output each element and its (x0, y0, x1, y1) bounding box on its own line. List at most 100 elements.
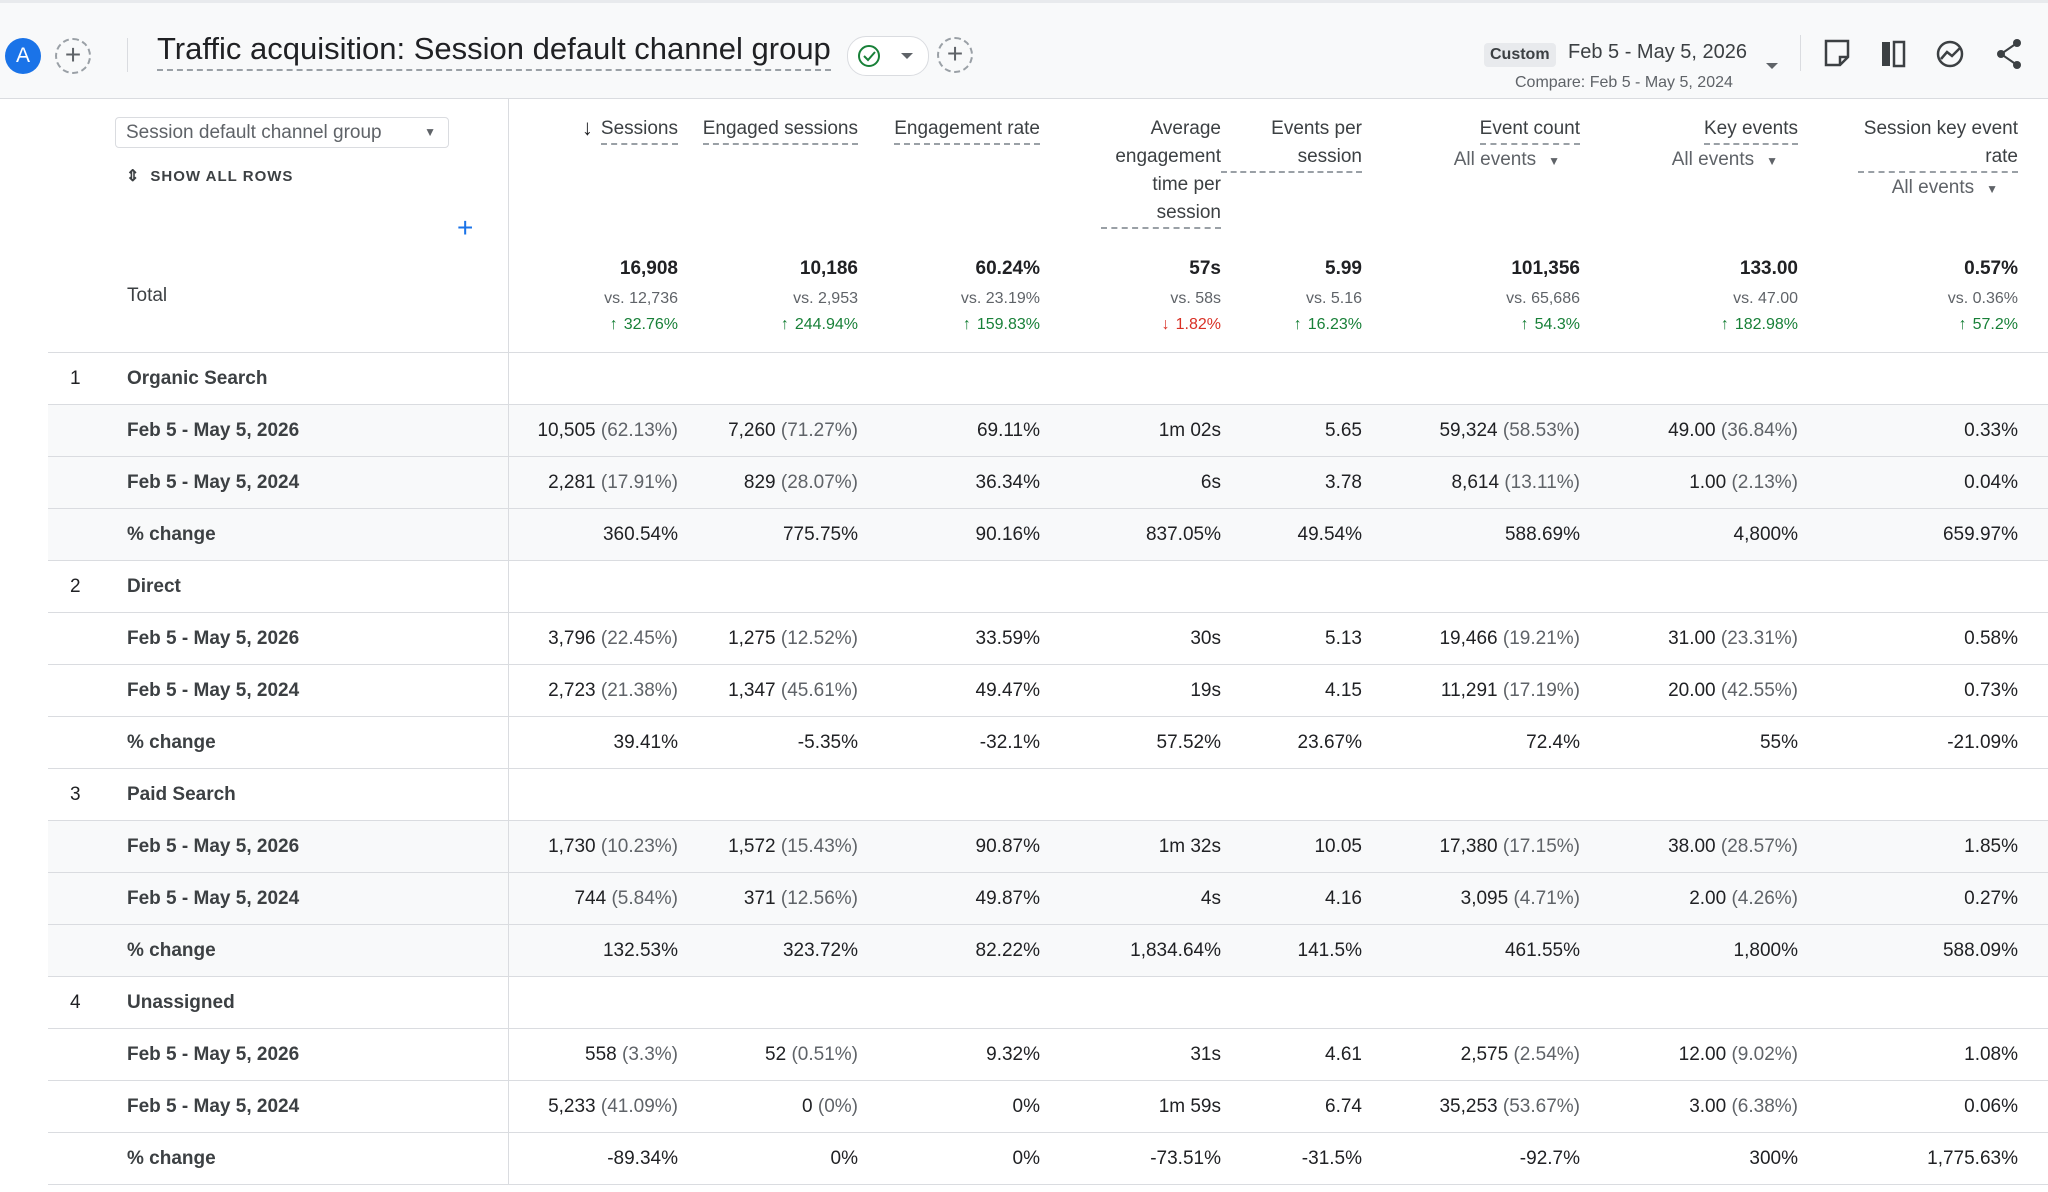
metric-cell: 90.87% (858, 820, 1040, 873)
column-header[interactable]: Key events All events ▼ (1580, 99, 1798, 239)
metric-value: 8,614 (1451, 471, 1500, 493)
spacer (2018, 664, 2048, 717)
metric-cell: 558 (3.3%) (508, 1028, 678, 1081)
metric-cell: 0.27% (1798, 872, 2018, 925)
metric-value: 829 (743, 471, 776, 493)
column-header[interactable]: Engaged sessions (678, 99, 858, 239)
metric-cell: 2,723 (21.38%) (508, 664, 678, 717)
dimension-selector[interactable]: Session default channel group ▼ (115, 117, 449, 148)
add-dimension[interactable]: + (457, 212, 474, 243)
total-compare: vs. 23.19% (960, 289, 1040, 307)
report-status[interactable] (847, 36, 929, 76)
metric-cell: 659.97% (1798, 508, 2018, 561)
header-wrap: ↓ Sessions (518, 115, 678, 145)
index-cell (48, 924, 127, 977)
metric-value: 0.06% (1964, 1095, 2018, 1117)
total-value: 60.24% (975, 257, 1040, 279)
column-header[interactable]: Events per session (1221, 99, 1362, 239)
channel-name: Unassigned (127, 976, 509, 1029)
metric-cell: 1.08% (1798, 1028, 2018, 1081)
index-cell (48, 1028, 127, 1081)
metric-cell: -92.7% (1362, 1132, 1580, 1185)
total-value: 5.99 (1325, 257, 1362, 279)
column-header[interactable]: Engagement rate (858, 99, 1040, 239)
change-arrow: ↑ (962, 315, 971, 333)
metric-cell: 31.00 (23.31%) (1580, 612, 1798, 665)
column-filter[interactable]: All events ▼ (1580, 149, 1798, 171)
group-fill (508, 352, 2048, 405)
metric-value: 49.00 (1668, 419, 1716, 441)
metric-share: (4.71%) (1513, 887, 1580, 909)
data-row: Feb 5 - May 5, 2024 2,723 (21.38%) 1,347 (… (48, 664, 2048, 717)
metric-value: 1,275 (728, 627, 776, 649)
index-cell (48, 872, 127, 925)
metric-cell: 36.34% (858, 456, 1040, 509)
metric-value: 558 (585, 1043, 617, 1065)
metric-cell: 9.32% (858, 1028, 1040, 1081)
metric-value: 2,575 (1460, 1043, 1509, 1065)
column-header[interactable]: Average engagement time per session (1040, 99, 1221, 239)
spacer (2018, 1028, 2048, 1081)
total-compare: vs. 5.16 (1305, 289, 1362, 307)
metric-value: 300% (1749, 1147, 1798, 1169)
metric-cell: 6s (1040, 456, 1221, 509)
show-all-rows[interactable]: ⇕ SHOW ALL ROWS (126, 166, 508, 186)
change-value: 57.2% (1972, 315, 2018, 333)
row-label: % change (127, 924, 509, 977)
metric-cell: 4.16 (1221, 872, 1362, 925)
metric-value: 3.00 (1689, 1095, 1727, 1117)
column-header[interactable]: ↓ Sessions (508, 99, 678, 239)
metric-share: (71.27%) (780, 419, 858, 441)
avatar[interactable]: A (5, 38, 41, 74)
group-row: 4 Unassigned (48, 976, 2048, 1029)
metric-value: -73.51% (1150, 1147, 1221, 1169)
metric-cell: 52 (0.51%) (678, 1028, 858, 1081)
data-row: % change 39.41% -5.35% -32.1% 57.52% 23.67% 72… (48, 716, 2048, 769)
add-button[interactable]: + (937, 37, 973, 73)
metric-value: 132.53% (602, 939, 678, 961)
metric-cell: -89.34% (508, 1132, 678, 1185)
metric-share: (13.11%) (1504, 471, 1580, 493)
total-value: 16,908 (619, 257, 678, 279)
metric-cell: 5.65 (1221, 404, 1362, 457)
add-comparison[interactable]: + (55, 38, 91, 74)
header-wrap: Events per session (1221, 115, 1362, 173)
metric-cell: 3.78 (1221, 456, 1362, 509)
date-dropdown[interactable] (1765, 61, 1779, 71)
column-header[interactable]: Session key event rate All events ▼ (1798, 99, 2018, 239)
group-row: 1 Organic Search (48, 352, 2048, 405)
total-value: 57s (1189, 257, 1221, 279)
metric-cell: 20.00 (42.55%) (1580, 664, 1798, 717)
metric-share: (2.54%) (1513, 1043, 1580, 1065)
row-label: Feb 5 - May 5, 2026 (127, 1028, 509, 1081)
metric-cell: 132.53% (508, 924, 678, 977)
expand-icon: ⇕ (126, 168, 141, 185)
column-filter[interactable]: All events ▼ (1798, 177, 2018, 199)
metric-cell: 588.09% (1798, 924, 2018, 977)
row-index: 3 (48, 768, 127, 821)
column-header[interactable]: Event count All events ▼ (1362, 99, 1580, 239)
report-title: Traffic acquisition: Session default cha… (157, 31, 831, 71)
total-change: ↑ 16.23% (1221, 316, 1362, 334)
total-compare: vs. 12,736 (604, 289, 678, 307)
index-cell (48, 404, 127, 457)
metric-value: 55% (1759, 731, 1798, 753)
metric-cell: 31s (1040, 1028, 1221, 1081)
channel-name: Direct (127, 560, 509, 613)
header-row: Session default channel group ▼ + ⇕ SHOW ALL… (48, 99, 2048, 243)
metric-value: 4.16 (1325, 887, 1362, 909)
column-filter[interactable]: All events ▼ (1362, 149, 1580, 171)
date-range[interactable]: Feb 5 - May 5, 2026 (1568, 41, 1747, 63)
toolbar-icons[interactable] (1820, 37, 2030, 71)
metric-value: 59,324 (1439, 419, 1498, 441)
dropdown-arrow: ▼ (424, 125, 436, 139)
metric-cell: 0% (678, 1132, 858, 1185)
metric-value: 7,260 (728, 419, 776, 441)
data-table: Session default channel group ▼ + ⇕ SHOW ALL… (48, 99, 2048, 1185)
metric-cell: 55% (1580, 716, 1798, 769)
column-label: Events per session (1221, 115, 1362, 173)
metric-cell: 30s (1040, 612, 1221, 665)
total-cell: 57s vs. 58s ↓ 1.82% (1040, 239, 1221, 353)
total-compare: vs. 47.00 (1733, 289, 1798, 307)
total-change: ↓ 1.82% (1040, 316, 1221, 334)
